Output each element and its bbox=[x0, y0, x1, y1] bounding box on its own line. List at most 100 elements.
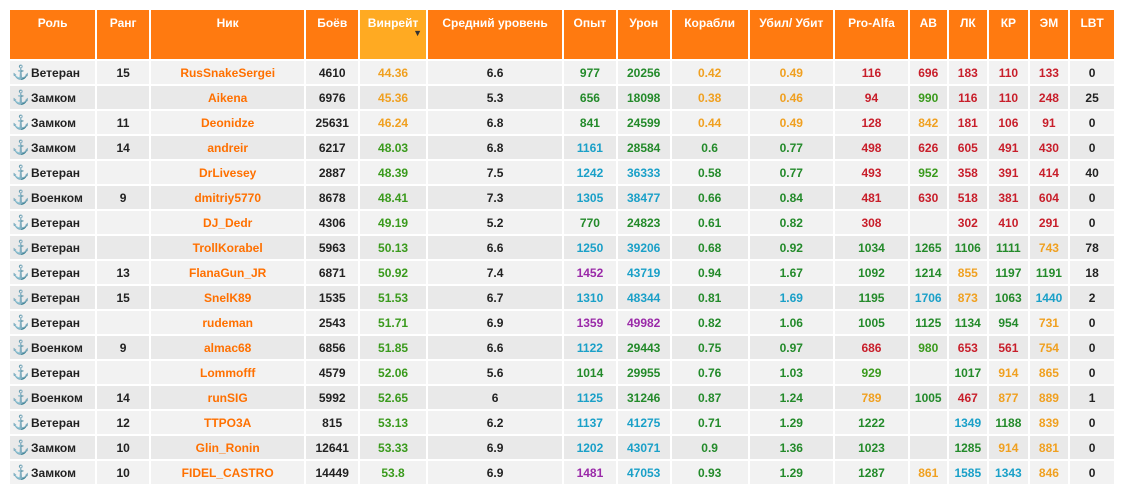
nick-value[interactable]: RusSnakeSergei bbox=[180, 65, 276, 80]
cell-nick[interactable]: Deonidze bbox=[151, 111, 305, 136]
nick-value[interactable]: Lommofff bbox=[200, 365, 256, 380]
cell-avg-level: 5.2 bbox=[428, 211, 563, 236]
nick-value[interactable]: FlanaGun_JR bbox=[188, 265, 267, 280]
role-label: Замком bbox=[31, 466, 76, 480]
cell-nick[interactable]: DrLivesey bbox=[151, 161, 305, 186]
table-row[interactable]: ⚓ Замком Aikena 6976 45.36 5.3 656 18098 0.38 0.4… bbox=[10, 86, 1114, 111]
nick-value[interactable]: dmitriy5770 bbox=[194, 190, 262, 205]
column-header-role[interactable]: Роль bbox=[10, 10, 96, 61]
column-header-em[interactable]: ЭМ bbox=[1029, 10, 1069, 61]
nick-value[interactable]: TTPO3A bbox=[204, 415, 252, 430]
kd-value: 0.84 bbox=[779, 190, 803, 205]
table-row[interactable]: ⚓ Ветеран DJ_Dedr 4306 49.19 5.2 770 24823 0.61 0… bbox=[10, 211, 1114, 236]
cell-battles: 2887 bbox=[306, 161, 359, 186]
nick-value[interactable]: rudeman bbox=[202, 315, 254, 330]
table-row[interactable]: ⚓ Ветеран rudeman 2543 51.71 6.9 1359 49982 0.82… bbox=[10, 311, 1114, 336]
nick-value[interactable]: SnelK89 bbox=[203, 290, 252, 305]
cell-nick[interactable]: andreir bbox=[151, 136, 305, 161]
kd-value: 0.77 bbox=[779, 165, 803, 180]
cell-exp: 1014 bbox=[564, 361, 616, 386]
table-row[interactable]: ⚓ Ветеран 13 FlanaGun_JR 6871 50.92 7.4 1452 437… bbox=[10, 261, 1114, 286]
cell-nick[interactable]: FIDEL_CASTRO bbox=[151, 461, 305, 486]
table-row[interactable]: ⚓ Замком 14 andreir 6217 48.03 6.8 1161 28584 0.6… bbox=[10, 136, 1114, 161]
cell-nick[interactable]: Aikena bbox=[151, 86, 305, 111]
cell-lk: 116 bbox=[948, 86, 988, 111]
column-header-avg-level[interactable]: Средний уровень bbox=[428, 10, 563, 61]
table-row[interactable]: ⚓ Ветеран 15 SnelK89 1535 51.53 6.7 1310 48344 0.… bbox=[10, 286, 1114, 311]
kr-value: 110 bbox=[998, 90, 1019, 105]
cell-nick[interactable]: almac68 bbox=[151, 336, 305, 361]
nick-value[interactable]: TrollKorabel bbox=[192, 240, 263, 255]
role-label: Замком bbox=[31, 116, 76, 130]
exp-value: 1305 bbox=[576, 190, 604, 205]
column-header-damage[interactable]: Урон bbox=[617, 10, 670, 61]
cell-nick[interactable]: TTPO3A bbox=[151, 411, 305, 436]
table-row[interactable]: ⚓ Ветеран TrollKorabel 5963 50.13 6.6 1250 3920… bbox=[10, 236, 1114, 261]
cell-role: ⚓ Ветеран bbox=[10, 61, 96, 86]
column-header-battles[interactable]: Боёв bbox=[306, 10, 359, 61]
anchor-icon: ⚓ bbox=[12, 364, 30, 380]
nick-value[interactable]: almac68 bbox=[203, 340, 252, 355]
lk-value: 1349 bbox=[954, 415, 982, 430]
table-row[interactable]: ⚓ Замком 11 Deonidze 25631 46.24 6.8 841 24599 0.… bbox=[10, 111, 1114, 136]
column-header-exp[interactable]: Опыт bbox=[564, 10, 616, 61]
nick-value[interactable]: Aikena bbox=[207, 90, 248, 105]
damage-value: 31246 bbox=[626, 390, 661, 405]
battles-value: 5963 bbox=[318, 240, 346, 255]
table-row[interactable]: ⚓ Ветеран 15 RusSnakeSergei 4610 44.36 6.6 977 2… bbox=[10, 61, 1114, 86]
table-row[interactable]: ⚓ Ветеран Lommofff 4579 52.06 5.6 1014 29955 0.7… bbox=[10, 361, 1114, 386]
cell-rank: 13 bbox=[97, 261, 150, 286]
nick-value[interactable]: runSIG bbox=[207, 390, 248, 405]
nick-value[interactable]: DrLivesey bbox=[198, 165, 257, 180]
cell-rank: 12 bbox=[97, 411, 150, 436]
rank-value: 14 bbox=[116, 390, 130, 405]
cell-nick[interactable]: runSIG bbox=[151, 386, 305, 411]
cell-nick[interactable]: rudeman bbox=[151, 311, 305, 336]
column-header-kr[interactable]: КР bbox=[989, 10, 1028, 61]
column-header-winrate[interactable]: Винрейт ▼ bbox=[360, 10, 427, 61]
column-header-proalfa[interactable]: Pro-Alfa bbox=[834, 10, 908, 61]
cell-rank: 9 bbox=[97, 336, 150, 361]
column-header-nick[interactable]: Ник bbox=[151, 10, 305, 61]
nick-value[interactable]: Deonidze bbox=[201, 115, 255, 130]
column-header-lk[interactable]: ЛК bbox=[948, 10, 988, 61]
role-label: Военком bbox=[31, 341, 83, 355]
cell-exp: 770 bbox=[564, 211, 616, 236]
cell-winrate: 46.24 bbox=[360, 111, 427, 136]
cell-kd: 1.36 bbox=[749, 436, 833, 461]
nick-value[interactable]: andreir bbox=[207, 140, 249, 155]
em-value: 430 bbox=[1038, 140, 1059, 155]
nick-value[interactable]: DJ_Dedr bbox=[202, 215, 253, 230]
cell-nick[interactable]: RusSnakeSergei bbox=[151, 61, 305, 86]
column-header-av[interactable]: АВ bbox=[910, 10, 947, 61]
table-row[interactable]: ⚓ Ветеран DrLivesey 2887 48.39 7.5 1242 36333 0.… bbox=[10, 161, 1114, 186]
damage-value: 48344 bbox=[626, 290, 661, 305]
table-row[interactable]: ⚓ Военком 14 runSIG 5992 52.65 6 1125 31246 0.87 1… bbox=[10, 386, 1114, 411]
cell-nick[interactable]: Glin_Ronin bbox=[151, 436, 305, 461]
cell-winrate: 45.36 bbox=[360, 86, 427, 111]
table-row[interactable]: ⚓ Военком 9 dmitriy5770 8678 48.41 7.3 1305 3847… bbox=[10, 186, 1114, 211]
cell-rank: 10 bbox=[97, 461, 150, 486]
table-row[interactable]: ⚓ Замком 10 Glin_Ronin 12641 53.33 6.9 1202 4307… bbox=[10, 436, 1114, 461]
table-row[interactable]: ⚓ Военком 9 almac68 6856 51.85 6.6 1122 29443 0.7… bbox=[10, 336, 1114, 361]
table-row[interactable]: ⚓ Замком 10 FIDEL_CASTRO 14449 53.8 6.9 1481 470… bbox=[10, 461, 1114, 486]
cell-em: 889 bbox=[1029, 386, 1069, 411]
column-header-label: Корабли bbox=[684, 16, 736, 30]
battles-value: 12641 bbox=[315, 440, 349, 455]
cell-nick[interactable]: TrollKorabel bbox=[151, 236, 305, 261]
column-header-label: Винрейт bbox=[367, 16, 419, 30]
column-header-lbt[interactable]: LBT bbox=[1070, 10, 1114, 61]
cell-nick[interactable]: SnelK89 bbox=[151, 286, 305, 311]
cell-role: ⚓ Замком bbox=[10, 436, 96, 461]
cell-nick[interactable]: Lommofff bbox=[151, 361, 305, 386]
column-header-rank[interactable]: Ранг bbox=[97, 10, 150, 61]
cell-nick[interactable]: DJ_Dedr bbox=[151, 211, 305, 236]
cell-nick[interactable]: FlanaGun_JR bbox=[151, 261, 305, 286]
cell-role: ⚓ Замком bbox=[10, 136, 96, 161]
nick-value[interactable]: Glin_Ronin bbox=[195, 440, 260, 455]
column-header-kd[interactable]: Убил/ Убит bbox=[749, 10, 833, 61]
column-header-ships[interactable]: Корабли bbox=[671, 10, 748, 61]
cell-nick[interactable]: dmitriy5770 bbox=[151, 186, 305, 211]
table-row[interactable]: ⚓ Ветеран 12 TTPO3A 815 53.13 6.2 1137 41275 0.71… bbox=[10, 411, 1114, 436]
cell-em: 743 bbox=[1029, 236, 1069, 261]
